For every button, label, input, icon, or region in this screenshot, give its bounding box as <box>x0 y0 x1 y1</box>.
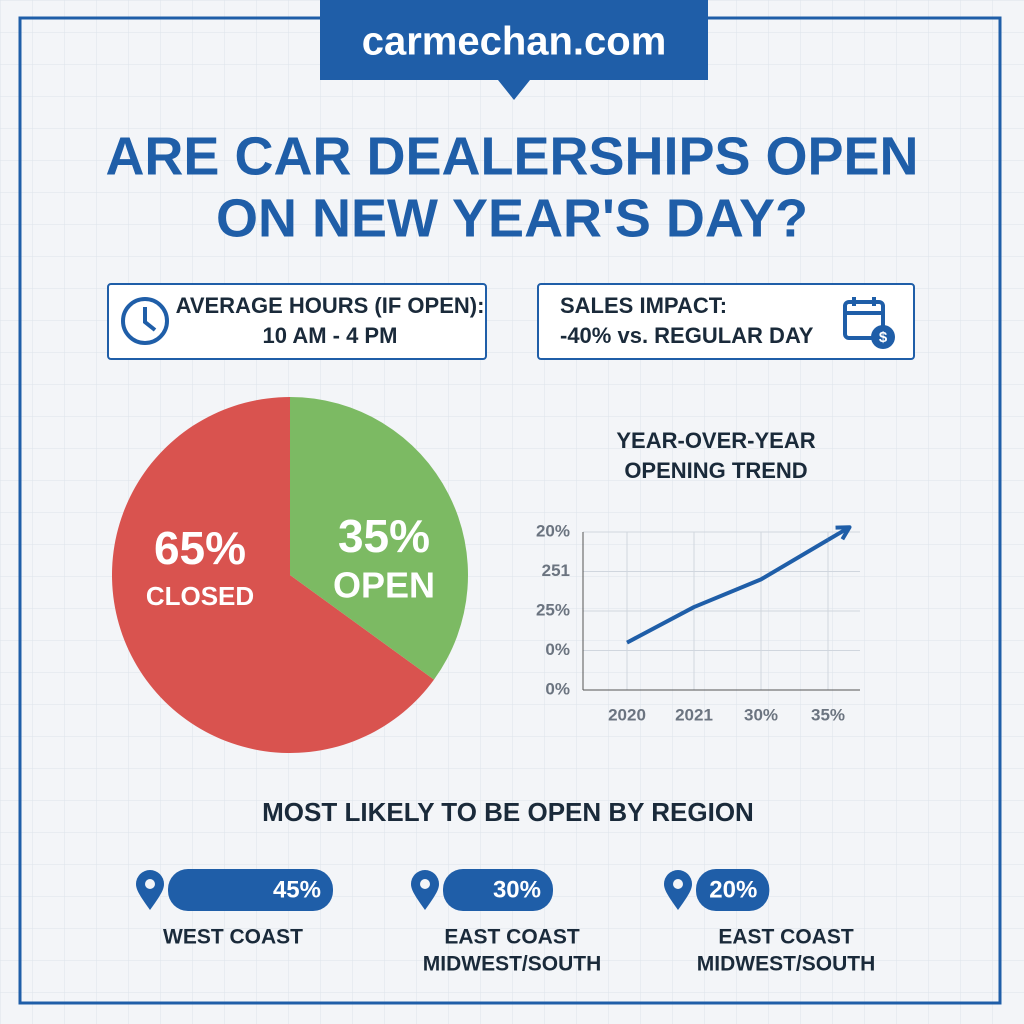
title-line: ON NEW YEAR'S DAY? <box>216 188 808 248</box>
x-tick-label: 2020 <box>608 705 646 724</box>
pie-slice <box>111 397 435 753</box>
line-chart-title: OPENING TREND <box>624 458 807 483</box>
bar-category-label: EAST COAST <box>718 926 854 949</box>
x-tick-label: 2021 <box>675 705 713 724</box>
bar-chart-title: MOST LIKELY TO BE OPEN BY REGION <box>262 797 754 827</box>
y-tick-label: 25% <box>536 600 570 619</box>
bar-category-label: MIDWEST/SOUTH <box>697 953 876 976</box>
info-value: -40% vs. REGULAR DAY <box>560 323 814 348</box>
calendar-icon: $ <box>843 297 895 349</box>
pie-value-label: 35% <box>338 510 430 562</box>
bar <box>168 869 333 911</box>
line-chart-title: YEAR-OVER-YEAR <box>616 428 815 453</box>
info-box <box>107 283 487 360</box>
info-box <box>537 283 915 360</box>
info-label: AVERAGE HOURS (IF OPEN): <box>176 293 485 318</box>
clock-icon <box>121 297 169 345</box>
pie-category-label: CLOSED <box>146 581 254 611</box>
bar-category-label: WEST COAST <box>163 926 303 949</box>
info-value: 10 AM - 4 PM <box>263 323 398 348</box>
bar <box>443 869 553 911</box>
pie-slice <box>290 397 468 680</box>
pin-icons <box>136 870 692 910</box>
bar-value-label: 45% <box>273 876 321 903</box>
pie-category-label: OPEN <box>333 565 435 606</box>
header-banner <box>320 0 708 100</box>
y-tick-label: 0% <box>545 679 570 698</box>
bar-value-label: 20% <box>709 876 757 903</box>
y-tick-label: 20% <box>536 521 570 540</box>
bar <box>696 869 770 911</box>
title-line: ARE CAR DEALERSHIPS OPEN <box>105 126 918 186</box>
pie-value-label: 65% <box>154 522 246 574</box>
bar-value-label: 30% <box>493 876 541 903</box>
y-tick-label: 251 <box>542 561 570 580</box>
site-name: carmechan.com <box>362 20 667 64</box>
trend-line <box>626 538 830 645</box>
trend-arrow-head <box>835 525 852 541</box>
x-tick-label: 35% <box>811 705 845 724</box>
y-tick-label: 0% <box>545 640 570 659</box>
bar-category-label: EAST COAST <box>444 926 580 949</box>
bar-category-label: MIDWEST/SOUTH <box>423 953 602 976</box>
info-label: SALES IMPACT: <box>560 293 727 318</box>
x-tick-label: 30% <box>744 705 778 724</box>
svg-text:$: $ <box>879 329 888 346</box>
